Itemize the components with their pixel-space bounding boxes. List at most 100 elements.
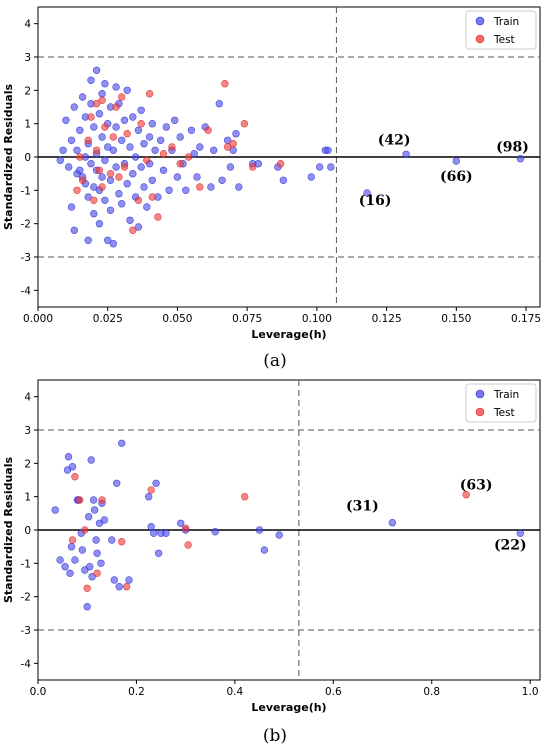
panel-a-test-point [276,160,285,168]
panel-b-test-point [184,541,192,549]
panel-a-point-annotation: (98) [496,140,529,156]
panel-a-test-point [176,160,184,168]
panel-a-test-point [112,103,120,111]
panel-a-test-point [249,163,257,171]
panel-b-train-point [388,518,397,527]
panel-b-train-point [516,529,524,537]
panel-a-train-point [162,123,171,131]
panel-b-points [51,439,524,611]
panel-a-train-point [148,176,157,185]
panel-a-test-point [98,96,106,105]
panel-a-legend-train-marker [475,16,485,26]
panel-b-train-point [93,549,101,557]
panel-a-train-point [123,180,131,188]
panel-b-train-point [97,559,105,567]
panel-a-train-point [215,99,224,108]
panel-b-legend-test-label: Test [493,407,515,419]
panel-b-train-point [275,531,283,539]
panel-a-test-point [87,113,95,121]
panel-b-legend-test-marker [475,407,485,417]
panel-a-train-point [112,163,120,171]
panel-a-train-point [101,196,109,205]
panel-a-x-tick-label: 0.025 [93,313,123,325]
panel-b-train-point [150,529,158,537]
panel-a-train-point [126,216,134,225]
panel-a-train-point [324,146,332,155]
panel-b-test-point [81,526,89,534]
panel-a-annotations: (42) (66) (98) (16) [359,132,529,209]
panel-b-test-point [147,486,155,494]
panel-a-train-point [84,236,92,245]
panel-b-legend-train-label: Train [493,389,519,401]
panel-a-test-point [134,196,143,205]
panel-b-train-point [100,516,109,524]
panel-a-train-point [137,106,145,115]
panel-a-test-point [159,150,168,158]
panel-b-train-point [110,576,119,584]
panel-a-test-point [129,226,137,235]
panel-b-legend-train-marker [475,389,485,399]
panel-a-x-tick-label: 0.000 [23,313,53,325]
panel-a-chart: 0.000 0.025 0.050 0.075 0.100 0.125 0.150 0.175… [2,6,541,371]
panel-b-train-point [112,479,121,487]
panel-a-y-tick-label: 4 [24,19,31,31]
panel-a-train-point [327,163,335,171]
panel-b-train-point [56,556,64,564]
panel-a-train-point [159,166,168,175]
panel-a-test-point [76,153,84,161]
panel-b-test-point [76,496,84,504]
panel-b-y-tick-label: 3 [24,425,31,437]
panel-a-train-point [182,186,190,195]
panel-a-train-point [62,116,70,125]
panel-b-reference-lines [38,380,540,680]
panel-b-train-point [89,496,98,504]
panel-a-train-point [173,173,182,181]
panel-b-xlabel: Leverage(h) [251,701,326,714]
panel-a-test-point [240,119,249,128]
panel-a-test-point [229,140,237,148]
panel-a-y-tick-label: -3 [21,252,31,264]
panel-b-train-point [67,542,76,551]
panel-a-train-point [131,153,140,161]
panel-a-train-point [87,76,95,85]
panel-a-test-point [168,143,176,151]
panel-a-train-point [117,136,126,145]
panel-a-train-point [307,173,315,181]
panel-a-test-point [137,119,145,128]
panel-a-train-point [70,226,79,235]
panel-a-legend-train-label: Train [493,16,519,28]
panel-a-train-point [140,140,148,148]
panel-b-train-point [85,562,94,571]
panel-a-test-point [101,123,109,131]
panel-b-point-annotation: (63) [460,478,493,494]
panel-a-test-point [98,183,106,191]
panel-b-train-point [152,479,160,487]
panel-a-train-point [115,190,123,198]
panel-b-train-point [78,546,87,554]
panel-b-train-point [145,493,153,501]
panel-b-y-tick-label: 0 [24,525,31,537]
panel-b-train-point [66,569,74,577]
panel-a-y-tick-label: -2 [21,219,31,231]
panel-a-train-point [210,146,218,155]
panel-a-test-point [109,133,118,141]
panel-a-test-point [84,136,92,145]
panel-a-test-point [106,170,115,178]
panel-a-point-annotation: (16) [359,193,392,209]
panel-b-test-point [98,496,106,504]
panel-a-train-point [129,170,137,178]
panel-b-x-tick-label: 0.0 [30,686,47,698]
panel-a-train-point [207,183,215,191]
panel-b-test-point [462,491,470,499]
panel-a-train-point [316,163,324,171]
panel-a-train-point [120,116,129,125]
panel-a-test-point [73,186,81,195]
panel-a-train-point [76,166,84,175]
panel-a-train-point [254,160,262,168]
panel-b-y-tick-label: -1 [21,558,31,570]
panel-a-x-tick-label: 0.175 [511,313,541,325]
panel-a-test-point [184,153,193,161]
panel-a-train-point [56,156,64,165]
panel-a-train-point [112,123,120,131]
